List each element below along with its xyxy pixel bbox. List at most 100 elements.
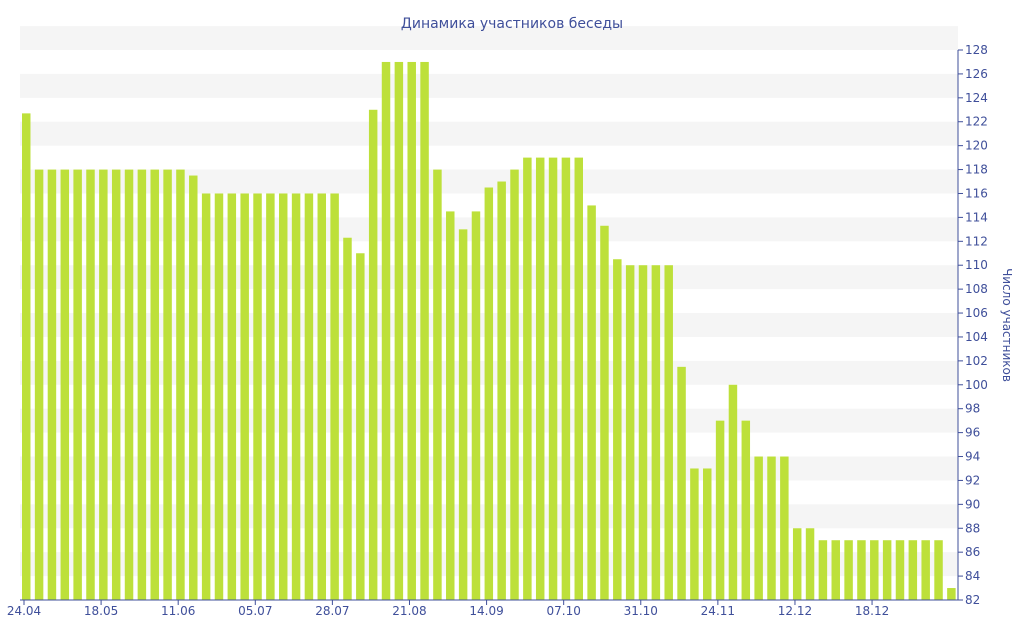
bar [754,456,763,600]
bar [99,169,108,600]
bar [73,169,82,600]
bar [368,109,378,600]
bar [201,193,211,601]
chart-title: Динамика участников беседы [401,16,623,32]
grid-band [20,26,958,50]
y-tick-label: 82 [965,593,980,607]
bar [548,157,558,601]
x-tick-label: 07.10 [546,604,580,618]
y-tick-label: 128 [965,43,988,57]
y-tick-label: 114 [965,210,988,224]
bar [895,540,905,600]
bar [792,528,802,600]
bar [625,265,635,600]
bar [587,205,596,600]
bar [253,193,262,601]
bar [728,384,738,600]
x-tick-label: 18.12 [855,604,889,618]
bar [497,181,506,600]
bar [741,420,751,600]
bar [458,229,468,600]
bar [767,456,776,600]
bar [330,193,339,601]
bar [561,157,571,601]
y-tick-label: 92 [965,473,980,487]
bar [805,528,815,600]
bar [613,259,622,600]
bar [510,169,519,600]
bar [818,540,828,600]
grid-band [20,169,958,194]
bar [677,366,686,600]
bar [163,169,172,600]
bar [857,540,866,600]
x-tick-label: 28.07 [315,604,349,618]
bar [266,193,275,601]
y-tick-label: 122 [965,115,988,129]
bar [651,265,661,600]
y-tick-label: 126 [965,67,988,81]
y-tick-label: 84 [965,569,980,583]
x-tick-label: 12.12 [778,604,812,618]
bar [715,420,725,600]
x-tick-label: 31.10 [624,604,658,618]
bar [317,193,327,601]
bar [574,157,583,601]
x-tick-label: 21.08 [392,604,426,618]
bar [356,253,365,600]
bar [844,540,853,600]
y-tick-label: 124 [965,91,988,105]
x-tick-label: 11.06 [161,604,195,618]
bar [227,193,237,601]
bar [124,169,134,600]
bar [86,169,95,600]
x-tick-label: 18.05 [84,604,118,618]
y-tick-label: 94 [965,450,980,464]
y-ticks: 82 84 86 88 90 92 94 96 98 100 102 104 106 108 110 112 1… [958,43,988,607]
bar [278,193,288,601]
bars [22,61,956,601]
bar [189,175,198,601]
bar [176,169,185,600]
bar [484,187,494,600]
grid-band [20,73,958,98]
y-tick-label: 90 [965,497,980,511]
bar [690,468,699,600]
bar [304,193,314,601]
bar [600,225,609,600]
bar [934,540,943,600]
y-tick-label: 112 [965,234,988,248]
x-tick-label: 14.09 [469,604,503,618]
bar [34,169,44,600]
bar [471,211,481,600]
bar [407,61,416,600]
bar [214,193,224,601]
bar [535,157,545,601]
y-tick-label: 104 [965,330,988,344]
bar [780,456,789,600]
bar [921,540,930,600]
bar [831,540,840,600]
bar [150,169,159,600]
y-tick-label: 96 [965,426,980,440]
y-tick-label: 110 [965,258,988,272]
bar [291,193,301,601]
bar [664,265,673,600]
y-tick-label: 86 [965,545,980,559]
y-tick-label: 118 [965,163,988,177]
y-tick-label: 108 [965,282,988,296]
y-tick-label: 100 [965,378,988,392]
y-tick-label: 98 [965,402,980,416]
y-tick-label: 106 [965,306,988,320]
x-tick-label: 24.04 [7,604,41,618]
bar [394,61,404,600]
bar [60,169,70,600]
bar [908,540,918,600]
y-tick-label: 88 [965,521,980,535]
bar [22,113,31,601]
bar [433,169,442,600]
y-axis-label: Число участников [1000,268,1014,382]
x-ticks: 24.04 18.05 11.06 05.07 28.07 21.08 14.09 07.10… [7,600,889,618]
y-tick-label: 116 [965,186,988,200]
